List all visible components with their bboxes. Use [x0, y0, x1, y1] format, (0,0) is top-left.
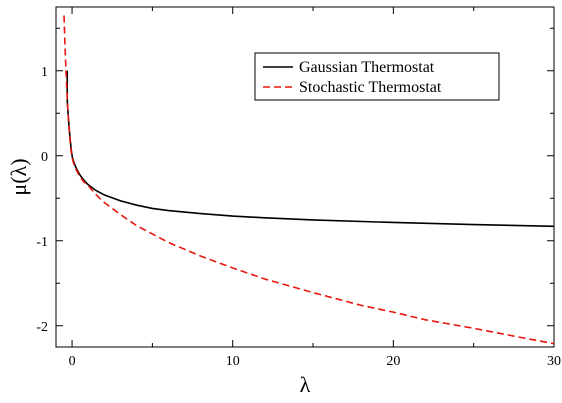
x-tick-label: 0	[69, 354, 76, 369]
y-tick-label: -2	[36, 320, 48, 335]
legend-label: Stochastic Thermostat	[299, 79, 442, 96]
plot-frame	[55, 6, 555, 348]
legend: Gaussian Thermostat Stochastic Thermostat	[254, 52, 500, 101]
x-tick-label: 10	[226, 354, 240, 369]
x-axis-label: λ	[300, 372, 311, 397]
axis-ticks: 0 10 20 30 -2 -1 0 1	[36, 7, 561, 369]
y-tick-label: 0	[41, 150, 48, 165]
y-tick-label: -1	[36, 235, 48, 250]
series-layer	[63, 15, 555, 345]
y-axis-label: μ(λ)	[6, 158, 31, 195]
series-line-stochastic-thermostat	[63, 15, 555, 345]
legend-box	[254, 52, 500, 101]
x-tick-label: 20	[386, 354, 400, 369]
y-tick-label: 1	[41, 65, 48, 80]
x-tick-label: 30	[547, 354, 561, 369]
legend-label: Gaussian Thermostat	[299, 59, 435, 76]
